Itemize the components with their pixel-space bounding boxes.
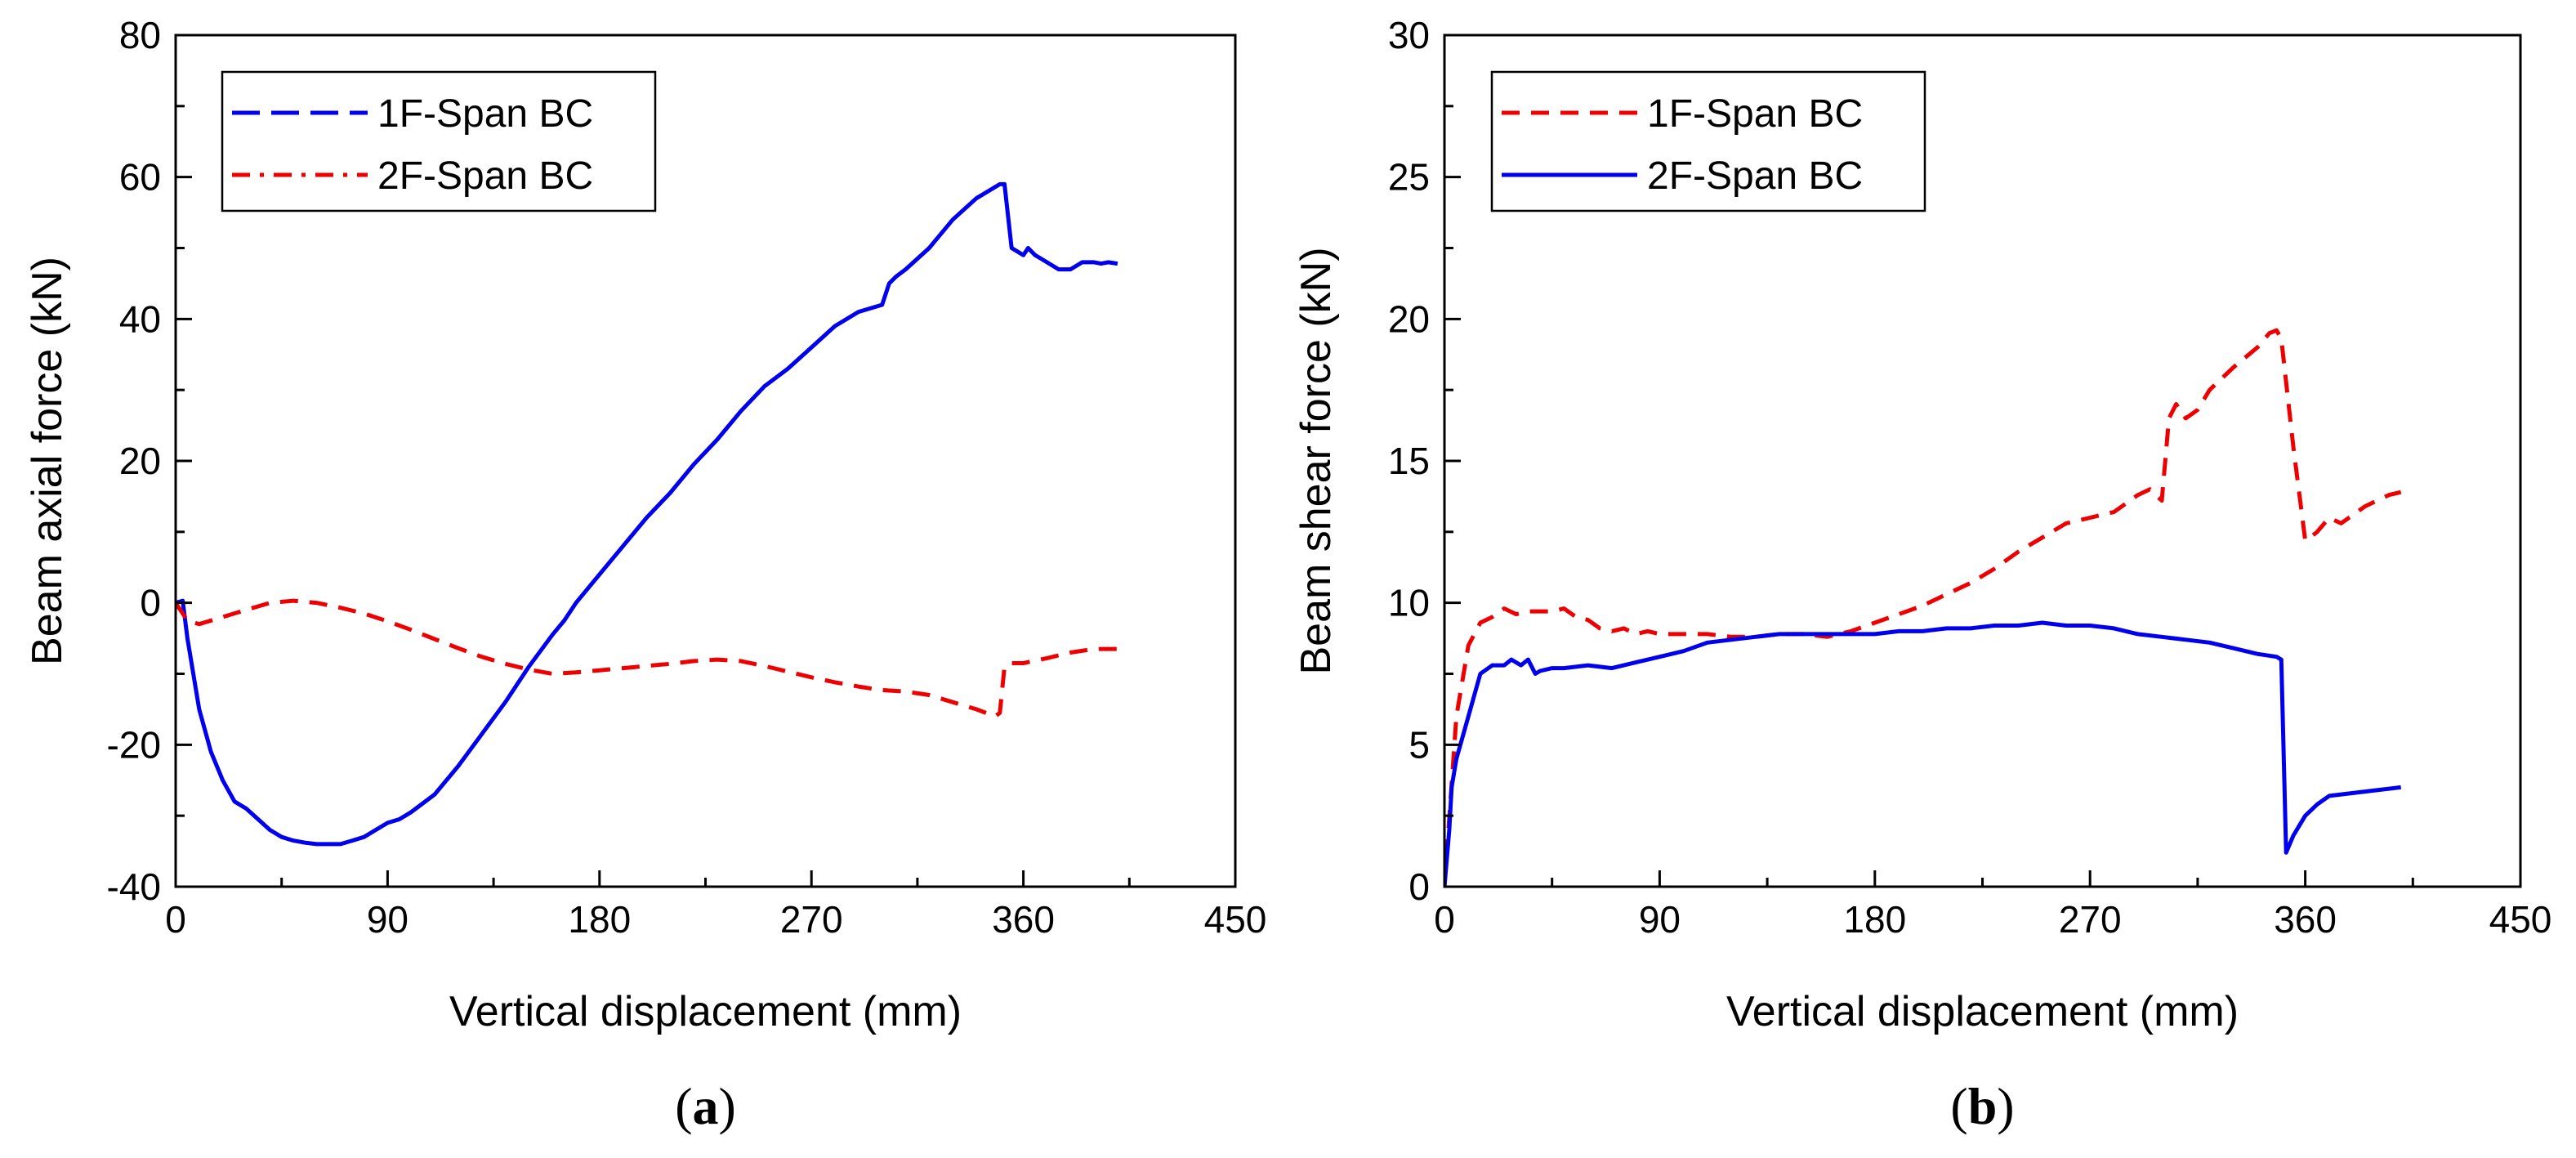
panel-label-a: (a)	[675, 1077, 736, 1135]
series-line-a-1	[176, 598, 1118, 719]
y-axis-label-b: Beam shear force (kN)	[1292, 247, 1340, 674]
panel-b: 0 90 180 270 360 450 0 5 10 15 20 25 30 Vertical dis…	[1292, 14, 2551, 1135]
y-tick-label-b-0: 0	[1409, 865, 1430, 908]
y-tick-label-b-3: 15	[1388, 440, 1430, 482]
y-tick-label-a-3: 20	[119, 440, 161, 482]
panel-letter-b: b	[1968, 1077, 1998, 1135]
series-line-b-1	[1444, 620, 2401, 887]
x-tick-label-a-2: 180	[568, 898, 631, 941]
legend-b: 1F-Span BC 2F-Span BC	[1490, 70, 1926, 212]
legend-box-b	[1490, 70, 1926, 212]
x-tick-label-b-5: 450	[2489, 898, 2552, 941]
ticks-group-b: 0 90 180 270 360 450 0 5 10 15 20 25 30	[1388, 14, 2552, 941]
y-axis-label-a: Beam axial force (kN)	[24, 257, 71, 665]
x-tick-label-b-3: 270	[2059, 898, 2122, 941]
legend-label-1f-a: 1F-Span BC	[377, 92, 593, 136]
panel-letter-a: a	[693, 1077, 719, 1135]
panel-label-b: (b)	[1950, 1077, 2014, 1135]
x-tick-label-a-3: 270	[780, 898, 843, 941]
x-tick-label-a-1: 90	[367, 898, 408, 941]
ticks-group-a: 0 90 180 270 360 450 -40 -20 0 20 40 60 80	[107, 14, 1267, 941]
x-axis-label-b: Vertical displacement (mm)	[1726, 988, 2239, 1035]
y-tick-label-a-5: 60	[119, 156, 161, 199]
y-tick-label-b-5: 25	[1388, 156, 1430, 199]
legend-box-a	[221, 70, 657, 212]
y-tick-label-a-4: 40	[119, 297, 161, 340]
x-tick-label-a-4: 360	[992, 898, 1055, 941]
y-tick-label-b-1: 5	[1409, 723, 1430, 766]
panel-a: 0 90 180 270 360 450 -40 -20 0 20 40 60 80 Vertical …	[24, 14, 1266, 1135]
legend-label-1f-b: 1F-Span BC	[1647, 92, 1863, 136]
y-tick-label-a-1: -20	[107, 723, 161, 766]
legend-label-2f-b: 2F-Span BC	[1647, 154, 1863, 198]
series-line-a-0	[176, 181, 1118, 847]
x-tick-label-b-1: 90	[1639, 898, 1681, 941]
y-tick-label-a-2: 0	[140, 582, 161, 624]
x-tick-label-b-0: 0	[1434, 898, 1455, 941]
x-tick-label-a-0: 0	[165, 898, 186, 941]
series-group-b	[1444, 328, 2402, 887]
series-line-b-0	[1444, 328, 2402, 887]
x-tick-label-b-2: 180	[1843, 898, 1906, 941]
legend-a: 1F-Span BC 2F-Span BC	[221, 70, 657, 212]
x-tick-label-a-5: 450	[1204, 898, 1267, 941]
y-tick-label-a-6: 80	[119, 14, 161, 56]
legend-label-2f-a: 2F-Span BC	[377, 154, 593, 198]
series-group-a	[176, 181, 1118, 847]
y-tick-label-a-0: -40	[107, 865, 161, 908]
x-axis-label-a: Vertical displacement (mm)	[449, 988, 962, 1035]
y-tick-label-b-4: 20	[1388, 297, 1430, 340]
y-tick-label-b-2: 10	[1388, 582, 1430, 624]
x-tick-label-b-4: 360	[2274, 898, 2337, 941]
y-tick-label-b-6: 30	[1388, 14, 1430, 56]
